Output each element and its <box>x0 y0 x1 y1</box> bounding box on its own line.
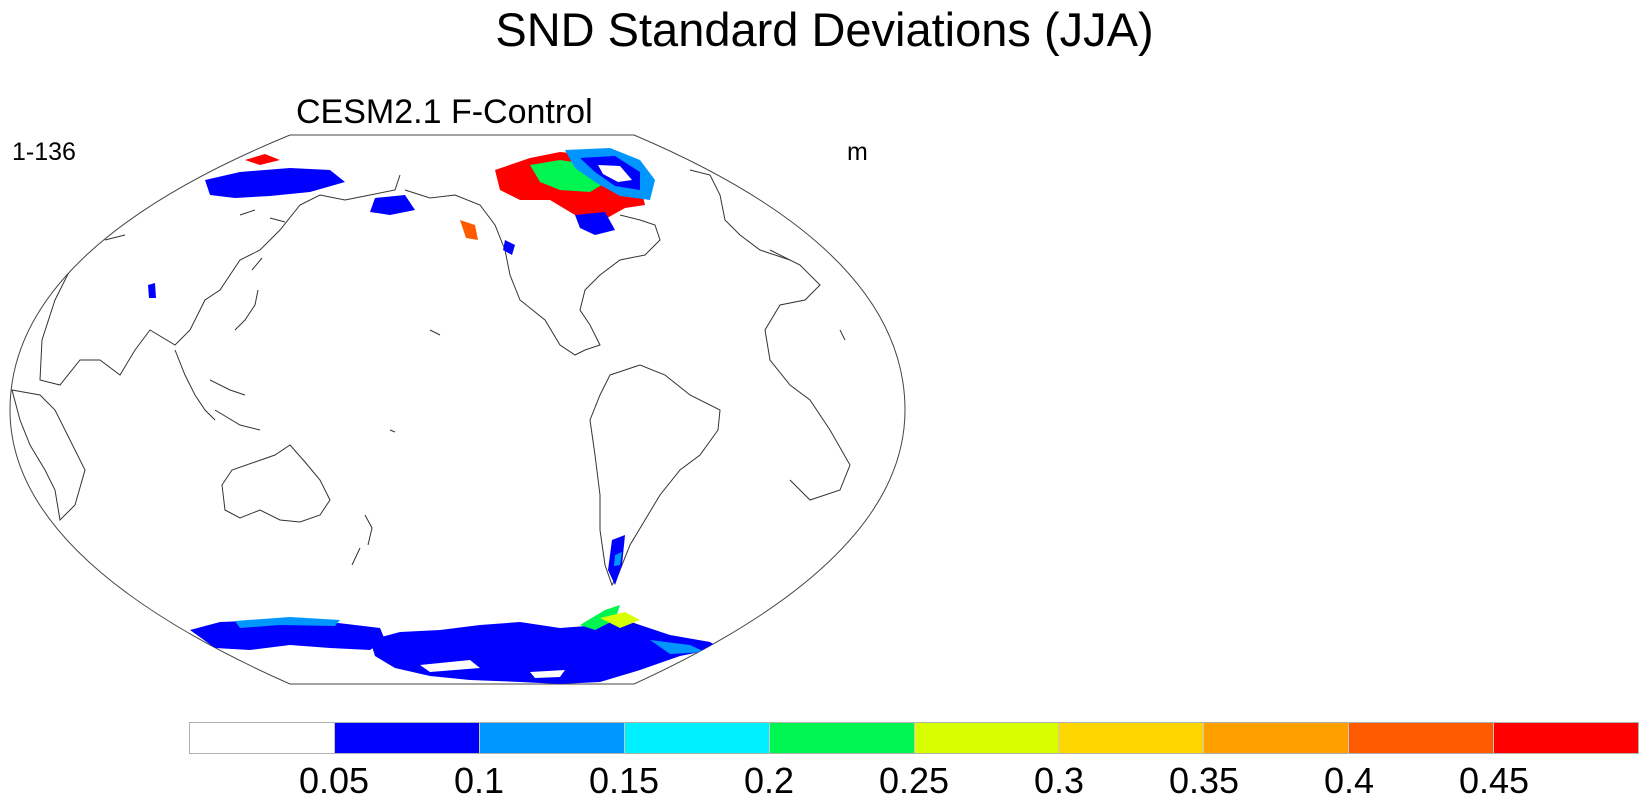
snd-greenland-core <box>598 165 632 182</box>
coastline-se-asia <box>174 349 261 431</box>
snd-patagonia-2 <box>614 552 622 566</box>
snd-tibet <box>148 283 156 298</box>
coastline-europe-east <box>764 249 851 501</box>
coastline-australia <box>221 444 331 523</box>
colorbar-label: 0.15 <box>588 760 660 801</box>
colorbar-box-7 <box>1204 723 1350 753</box>
snd-antarctica-peninsula <box>580 605 620 630</box>
snd-antarctica-lightblue <box>650 640 705 654</box>
figure-title: SND Standard Deviations (JJA) <box>495 3 1154 56</box>
colorbar-box-2 <box>479 723 625 753</box>
period-label: 1-136 <box>12 138 76 166</box>
snd-antarctica-holes <box>420 660 565 678</box>
snd-antarctica-coast <box>600 612 640 628</box>
colorbar-label: 0.3 <box>1033 760 1085 801</box>
coastline-greenland <box>689 169 791 261</box>
colorbar-label: 0.2 <box>743 760 795 801</box>
colorbar-label: 0.1 <box>453 760 505 801</box>
colorbar-label: 0.25 <box>878 760 950 801</box>
coastline-asia <box>39 174 401 386</box>
colorbar-label: 0.4 <box>1323 760 1375 801</box>
snd-field <box>148 148 720 684</box>
colorbar-box-5 <box>914 723 1060 753</box>
units-label: m <box>847 138 868 166</box>
colorbar-label: 0.45 <box>1458 760 1530 801</box>
snd-siberia <box>205 168 345 198</box>
colorbar-label: 0.35 <box>1168 760 1240 801</box>
colorbar-box-1 <box>334 723 480 753</box>
colorbar-label: 0.05 <box>298 760 370 801</box>
panel-title: CESM2.1 F-Control <box>296 93 593 131</box>
colorbar-box-9 <box>1494 723 1639 753</box>
snd-hudson <box>575 212 615 235</box>
snd-antarctica-edge <box>235 617 340 628</box>
colorbar-box-4 <box>769 723 915 753</box>
map-boundary <box>9 134 906 685</box>
coastline-new-zealand <box>351 514 373 566</box>
colorbar <box>189 722 1639 754</box>
snd-antarctica-west <box>190 620 385 650</box>
coastline-japan <box>234 257 263 331</box>
coastline-south-america <box>589 364 721 587</box>
colorbar-box-0 <box>190 723 335 753</box>
coastline-north-america <box>404 189 661 356</box>
coastline-islands <box>104 209 846 433</box>
colorbar-box-6 <box>1059 723 1205 753</box>
coastline-africa <box>11 389 86 522</box>
snd-arctic-islands <box>245 154 280 165</box>
snd-alaska <box>460 220 478 240</box>
snd-alaska-2 <box>503 240 515 255</box>
colorbar-box-3 <box>624 723 770 753</box>
colorbar-box-8 <box>1349 723 1495 753</box>
snd-beringia <box>370 195 415 215</box>
